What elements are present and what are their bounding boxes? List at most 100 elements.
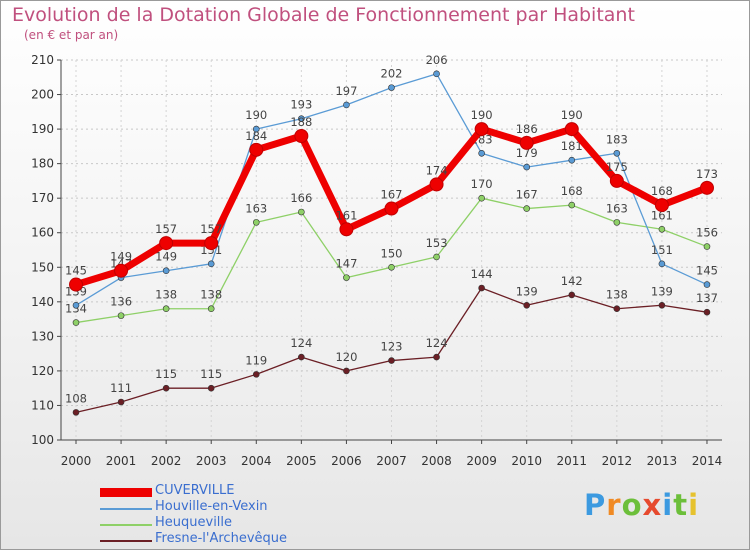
- data-label: 179: [516, 146, 538, 160]
- data-label: 166: [290, 191, 312, 205]
- data-label: 145: [696, 264, 718, 278]
- legend-swatch: [100, 488, 152, 497]
- data-label: 111: [110, 381, 132, 395]
- data-label: 147: [335, 257, 357, 271]
- data-point: [613, 149, 621, 157]
- data-point: [72, 301, 80, 309]
- data-label: 190: [561, 108, 583, 122]
- y-tick-label: 110: [31, 398, 54, 412]
- data-point: [162, 267, 170, 275]
- data-label: 163: [245, 201, 267, 215]
- data-point: [478, 149, 485, 157]
- data-label: 115: [155, 367, 177, 381]
- data-point: [207, 384, 215, 392]
- data-point: [252, 371, 260, 378]
- data-point: [207, 260, 215, 268]
- logo-letter: P: [584, 488, 607, 522]
- data-point: [294, 129, 309, 143]
- legend-label: Fresne-l'Archevêque: [155, 531, 287, 546]
- data-label: 206: [426, 53, 448, 67]
- data-label: 190: [471, 108, 493, 122]
- data-point: [252, 125, 260, 133]
- data-label: 168: [651, 184, 673, 198]
- data-label: 170: [471, 177, 493, 191]
- x-tick-label: 2003: [196, 454, 227, 468]
- legend-label: Heuqueville: [155, 515, 233, 530]
- data-label: 175: [606, 160, 628, 174]
- y-tick-label: 130: [31, 329, 54, 343]
- data-point: [72, 409, 80, 416]
- data-label: 136: [110, 295, 132, 309]
- data-point: [388, 84, 395, 91]
- series-3: 108 111 115 115 119 124 120 123 124 144 139 142 138 1…: [65, 267, 718, 416]
- y-tick-label: 120: [31, 364, 54, 378]
- data-point: [204, 236, 219, 251]
- x-tick-label: 2004: [241, 454, 272, 468]
- data-point: [429, 177, 444, 192]
- data-point: [162, 305, 170, 313]
- data-point: [117, 312, 125, 319]
- x-tick-label: 2001: [106, 454, 137, 468]
- data-label: 188: [290, 115, 312, 129]
- y-tick-label: 210: [31, 53, 54, 67]
- data-point: [249, 142, 264, 157]
- data-label: 202: [381, 67, 403, 81]
- data-label: 173: [696, 167, 718, 181]
- data-label: 142: [561, 274, 583, 288]
- x-tick-label: 2000: [61, 454, 92, 468]
- data-point: [658, 301, 666, 309]
- data-point: [159, 236, 174, 251]
- data-point: [298, 208, 305, 216]
- legend-label: Houville-en-Vexin: [155, 499, 268, 514]
- data-point: [523, 205, 531, 212]
- data-point: [252, 219, 260, 226]
- data-label: 197: [335, 84, 357, 98]
- data-point: [474, 122, 489, 137]
- data-label: 139: [651, 284, 673, 298]
- data-label: 139: [516, 284, 538, 298]
- data-label: 115: [200, 367, 222, 381]
- data-label: 184: [245, 129, 267, 143]
- x-tick-label: 2010: [511, 454, 542, 468]
- data-point: [72, 319, 80, 326]
- proxiti-logo: Proxiti: [584, 488, 699, 522]
- y-tick-label: 200: [31, 88, 54, 102]
- data-label: 186: [516, 122, 538, 136]
- data-label: 157: [155, 222, 177, 236]
- y-tick-label: 140: [31, 295, 54, 309]
- x-tick-label: 2014: [692, 454, 723, 468]
- logo-letter: i: [662, 488, 674, 522]
- data-point: [564, 122, 579, 137]
- data-point: [613, 219, 621, 226]
- chart-title: Evolution de la Dotation Globale de Fonc…: [12, 4, 635, 26]
- data-label: 138: [606, 288, 628, 302]
- data-label: 137: [696, 291, 718, 305]
- data-label: 150: [381, 246, 403, 260]
- data-point: [519, 135, 534, 150]
- data-point: [613, 305, 621, 313]
- data-label: 181: [561, 139, 583, 153]
- legend-swatch: [100, 540, 152, 542]
- data-point: [117, 398, 125, 406]
- data-label: 163: [606, 201, 628, 215]
- data-point: [433, 353, 440, 361]
- data-label: 120: [335, 350, 357, 364]
- data-point: [433, 70, 440, 78]
- data-point: [658, 225, 666, 233]
- data-point: [298, 353, 305, 361]
- data-point: [703, 243, 711, 250]
- data-label: 123: [381, 340, 403, 354]
- data-point: [568, 201, 576, 209]
- data-label: 157: [200, 222, 222, 236]
- data-point: [568, 156, 576, 164]
- data-point: [162, 384, 170, 392]
- x-tick-label: 2005: [286, 454, 317, 468]
- data-point: [523, 163, 531, 171]
- data-label: 149: [110, 250, 132, 264]
- chart-subtitle: (en € et par an): [24, 28, 119, 42]
- data-label: 119: [245, 353, 267, 367]
- x-tick-label: 2011: [556, 454, 587, 468]
- data-point: [69, 277, 83, 292]
- logo-letter: r: [606, 488, 622, 522]
